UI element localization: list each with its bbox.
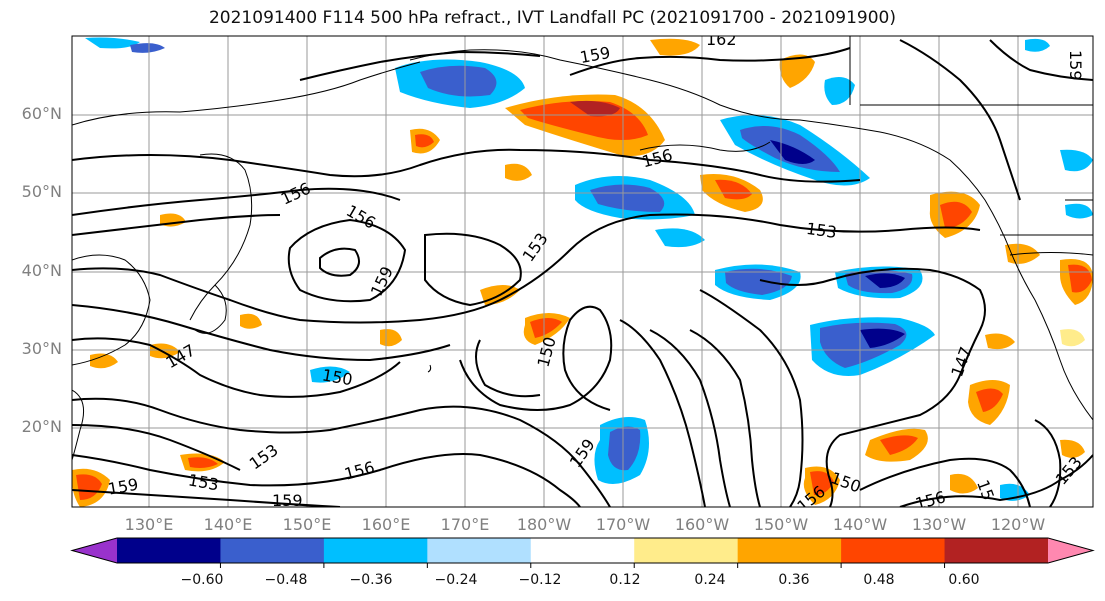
lon-label: 160°E [361, 515, 411, 534]
contour-label: 159 [1066, 50, 1085, 81]
colorbar-outline [70, 537, 1095, 564]
lon-label: 160°W [674, 515, 730, 534]
colorbar-segment [427, 538, 532, 563]
colorbar-tick-label: −0.24 [434, 572, 478, 588]
colorbar-segment [737, 538, 842, 563]
lon-label: 170°E [440, 515, 490, 534]
colorbar-tick-label: 0.48 [863, 572, 895, 588]
lon-label: 140°E [203, 515, 253, 534]
lat-label: 30°N [21, 339, 62, 358]
colorbar-extension-low [72, 538, 117, 563]
lat-label: 40°N [21, 261, 62, 280]
lon-label: 140°W [832, 515, 888, 534]
contour-label: 162 [706, 30, 737, 49]
colorbar-tick-label: 0.24 [694, 572, 726, 588]
lat-label: 60°N [21, 104, 62, 123]
colorbar-segment [323, 538, 428, 563]
colorbar-tick-label: 0.60 [948, 572, 980, 588]
colorbar-tick-label: −0.48 [264, 572, 308, 588]
colorbar-segment [841, 538, 946, 563]
lon-label: 170°W [595, 515, 651, 534]
colorbar-segment [530, 538, 635, 563]
lon-label: 150°W [753, 515, 809, 534]
colorbar-segment [117, 538, 221, 563]
colorbar-tick-label: −0.36 [349, 572, 393, 588]
colorbar-extension-high [1048, 538, 1093, 563]
colorbar-tick-label: 0.36 [778, 572, 810, 588]
colorbar [70, 537, 1095, 568]
plot-frame [71, 35, 1094, 508]
lon-label: 130°W [911, 515, 967, 534]
contour-label: 159 [272, 491, 303, 510]
lon-label: 130°E [124, 515, 174, 534]
map-title: 2021091400 F114 500 hPa refract., IVT La… [208, 8, 896, 28]
colorbar-tick-label: 0.12 [609, 572, 641, 588]
colorbar-tick-label: −0.12 [518, 572, 562, 588]
positive-anomaly-shading [72, 38, 1093, 507]
colorbar-segment [220, 538, 325, 563]
contour-label: 153 [805, 219, 838, 242]
coastlines [72, 36, 1093, 461]
lon-label: 180°W [516, 515, 572, 534]
colorbar-segment [944, 538, 1049, 563]
negative-anomaly-shading [85, 37, 1093, 501]
colorbar-segment [634, 538, 739, 563]
colorbar-tick-label: −0.60 [180, 572, 224, 588]
lon-label: 150°E [282, 515, 332, 534]
height-contours [72, 39, 1093, 507]
lon-label: 120°W [990, 515, 1046, 534]
lat-label: 20°N [21, 417, 62, 436]
contour-label: 156 [913, 487, 947, 513]
lat-label: 50°N [21, 182, 62, 201]
